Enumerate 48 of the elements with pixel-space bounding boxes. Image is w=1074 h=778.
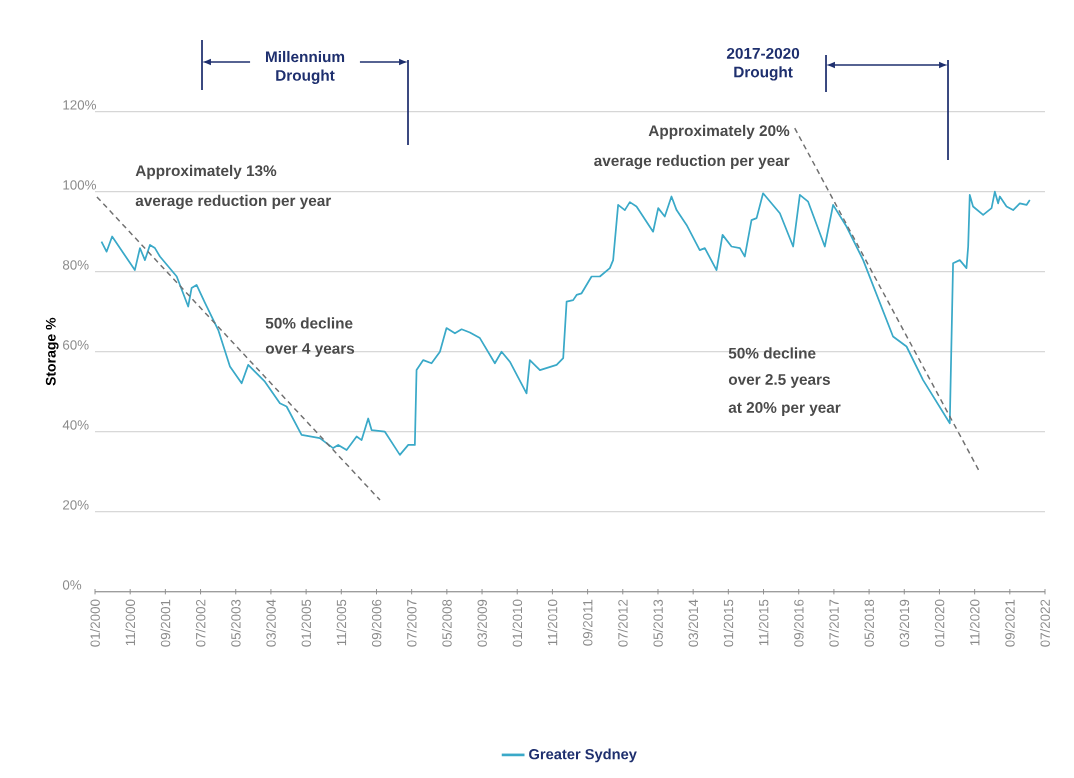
x-tick-label: 09/2001 — [160, 599, 171, 647]
annotation: over 4 years — [265, 343, 355, 357]
x-tick-label: 05/2013 — [653, 599, 663, 647]
annotation: 50% decline — [728, 347, 816, 359]
legend-label: Greater Sydney — [529, 748, 637, 763]
y-tick-label: 80% — [62, 260, 89, 270]
annotation: over 2.5 years — [728, 374, 830, 388]
x-tick-label: 05/2008 — [441, 599, 452, 647]
x-tick-label: 09/2016 — [793, 599, 804, 647]
annotation: Approximately 20% — [648, 124, 790, 140]
x-tick-label: 03/2009 — [477, 599, 487, 647]
x-tick-label: 05/2018 — [864, 599, 874, 647]
x-tick-label: 09/2006 — [371, 599, 382, 647]
x-tick-label: 07/2012 — [617, 599, 628, 647]
x-tick-label: 07/2017 — [829, 599, 839, 647]
x-tick-label: 01/2015 — [723, 599, 734, 647]
x-tick-label: 11/2000 — [125, 599, 136, 646]
x-tick-label: 05/2003 — [230, 599, 241, 647]
x-tick-label: 03/2019 — [899, 599, 910, 647]
x-tick-label: 09/2021 — [1004, 599, 1015, 647]
x-tick-label: 03/2014 — [688, 599, 699, 647]
text: Millennium Drought — [265, 50, 345, 84]
annotation: at 20% per year — [728, 402, 841, 416]
annotation: average reduction per year — [594, 154, 790, 170]
annotation: Approximately 13% — [135, 164, 277, 180]
annotation: average reduction per year — [135, 194, 332, 210]
x-tick-label: 07/2007 — [406, 599, 417, 647]
x-tick-label: 01/2000 — [90, 599, 100, 647]
x-tick-label: 11/2005 — [336, 599, 347, 646]
y-tick-label: 60% — [63, 340, 89, 350]
y-tick-label: 20% — [63, 500, 89, 510]
x-tick-label: 01/2020 — [934, 599, 945, 647]
text: 2017-2020 Drought — [726, 47, 800, 81]
y-tick-label: 40% — [62, 420, 89, 430]
y-axis-title: Storage % — [45, 317, 59, 386]
x-tick-label: 11/2020 — [969, 599, 980, 646]
annotation: 50% decline — [265, 317, 353, 329]
x-tick-label: 07/2022 — [1040, 599, 1050, 647]
x-tick-label: 11/2015 — [758, 599, 769, 646]
x-tick-label: 01/2005 — [301, 599, 312, 647]
x-tick-label: 03/2004 — [266, 599, 276, 647]
x-tick-label: 07/2002 — [195, 599, 206, 647]
x-tick-label: 09/2011 — [582, 599, 593, 646]
x-tick-label: 01/2010 — [512, 599, 523, 647]
x-tick-label: 11/2010 — [547, 599, 558, 646]
y-tick-label: 100% — [63, 180, 97, 190]
y-tick-label: 120% — [63, 100, 97, 110]
y-tick-label: 0% — [62, 580, 82, 590]
